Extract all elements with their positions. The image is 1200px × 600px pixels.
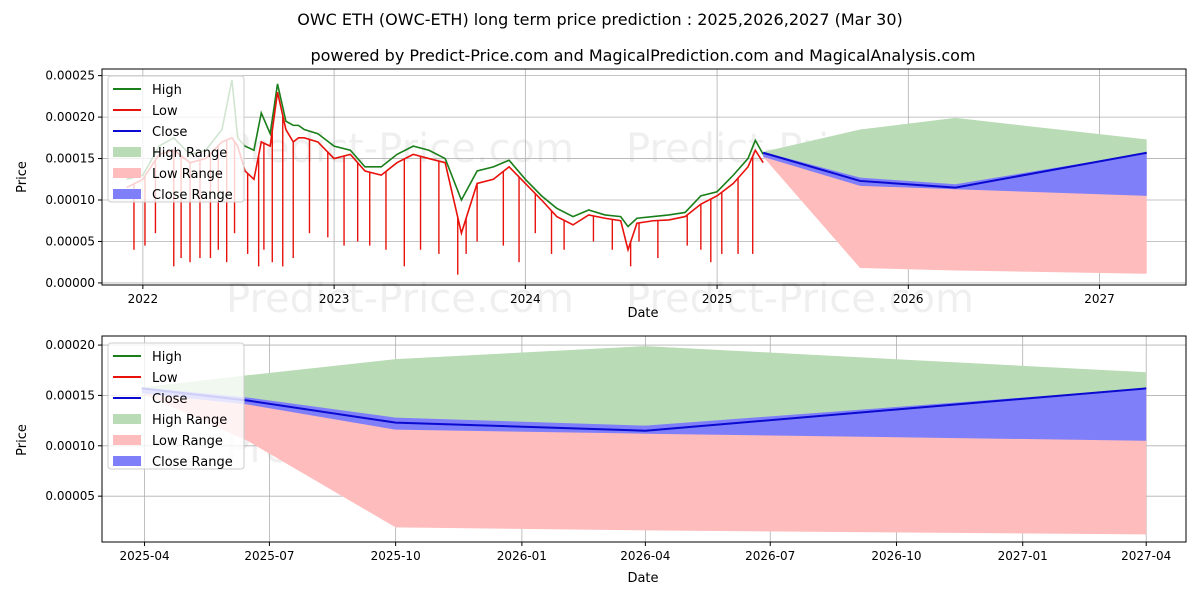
legend-box [107, 342, 245, 470]
legend-label-high_range: High Range [152, 413, 227, 428]
y-tick-label: 0.00020 [45, 338, 95, 352]
legend-box [107, 75, 245, 203]
close-forecast-line [762, 151, 1147, 189]
legend-label-high_range: High Range [152, 146, 227, 161]
legend-swatch-high_range [113, 147, 141, 157]
plot-frame [101, 68, 1187, 286]
legend-label-low_range: Low Range [152, 167, 223, 182]
x-tick-label: 2024 [510, 292, 541, 306]
legend-swatch-close_range [113, 456, 141, 466]
y-tick-label: 0.00010 [45, 439, 95, 453]
legend-label-close: Close [152, 125, 187, 140]
x-tick-label: 2026-10 [871, 549, 921, 563]
close-range-band [763, 151, 1147, 196]
y-tick-label: 0.00005 [45, 234, 95, 248]
y-tick-label: 0.00015 [45, 152, 95, 166]
legend-label-low: Low [152, 104, 178, 119]
legend: High Low Close High Range Low Range Close Ran… [107, 75, 245, 203]
y-tick-label: 0.00025 [45, 69, 95, 83]
plot-area-bottom: 2025-04 2025-07 2025-10 2026-01 2026-04 2026-… [45, 335, 1187, 563]
bottom-forecast-chart: Predict-Price.com Predict-Price.com 2025… [15, 335, 1187, 586]
x-tick-label: 2026-07 [745, 549, 795, 563]
legend-label-high: High [152, 83, 182, 98]
x-tick-label: 2025-07 [244, 549, 294, 563]
x-tick-label: 2026 [893, 292, 924, 306]
plot-area-top: 2022 2023 2024 2025 2026 2027 0.00000 0.00005 0.… [45, 68, 1187, 306]
watermark: Predict-Price.com [226, 276, 574, 322]
y-axis-label-top: Price [15, 161, 30, 193]
y-tick-label: 0.00015 [45, 388, 95, 402]
legend-label-high: High [152, 350, 182, 365]
x-tick-label: 2023 [319, 292, 350, 306]
legend-label-low: Low [152, 371, 178, 386]
watermark: Predict-Price.com [626, 276, 974, 322]
legend-label-close_range: Close Range [152, 455, 233, 470]
legend: High Low Close High Range Low Range Close Ran… [107, 342, 245, 470]
top-price-chart: Predict-Price.com Predict-Price.com Pred… [15, 68, 1187, 322]
y-tick-label: 0.00000 [45, 276, 95, 290]
legend-swatch-high_range [113, 414, 141, 424]
y-tick-label: 0.00020 [45, 110, 95, 124]
legend-label-close: Close [152, 392, 187, 407]
legend-swatch-low_range [113, 435, 141, 445]
x-tick-label: 2022 [128, 292, 159, 306]
x-tick-label: 2027-04 [1121, 549, 1171, 563]
x-axis-label-bottom: Date [627, 571, 658, 586]
x-tick-label: 2026-04 [620, 549, 670, 563]
chart-title: OWC ETH (OWC-ETH) long term price predic… [297, 10, 903, 29]
plot-frame [101, 335, 1187, 543]
x-tick-label: 2027-01 [998, 549, 1048, 563]
x-tick-label: 2025-04 [119, 549, 169, 563]
legend-label-low_range: Low Range [152, 434, 223, 449]
y-tick-label: 0.00010 [45, 193, 95, 207]
legend-swatch-close_range [113, 189, 141, 199]
x-tick-label: 2027 [1084, 292, 1115, 306]
close-range-band [141, 387, 1147, 441]
legend-label-close_range: Close Range [152, 188, 233, 203]
y-tick-label: 0.00005 [45, 489, 95, 503]
watermark: Predict-Price.com [226, 126, 574, 172]
chart-subtitle: powered by Predict-Price.com and Magical… [310, 46, 975, 65]
x-tick-label: 2026-01 [497, 549, 547, 563]
y-axis-label-bottom: Price [15, 424, 30, 456]
x-axis-label-top: Date [627, 306, 658, 321]
x-tick-label: 2025 [702, 292, 733, 306]
legend-swatch-low_range [113, 168, 141, 178]
x-tick-label: 2025-10 [371, 549, 421, 563]
